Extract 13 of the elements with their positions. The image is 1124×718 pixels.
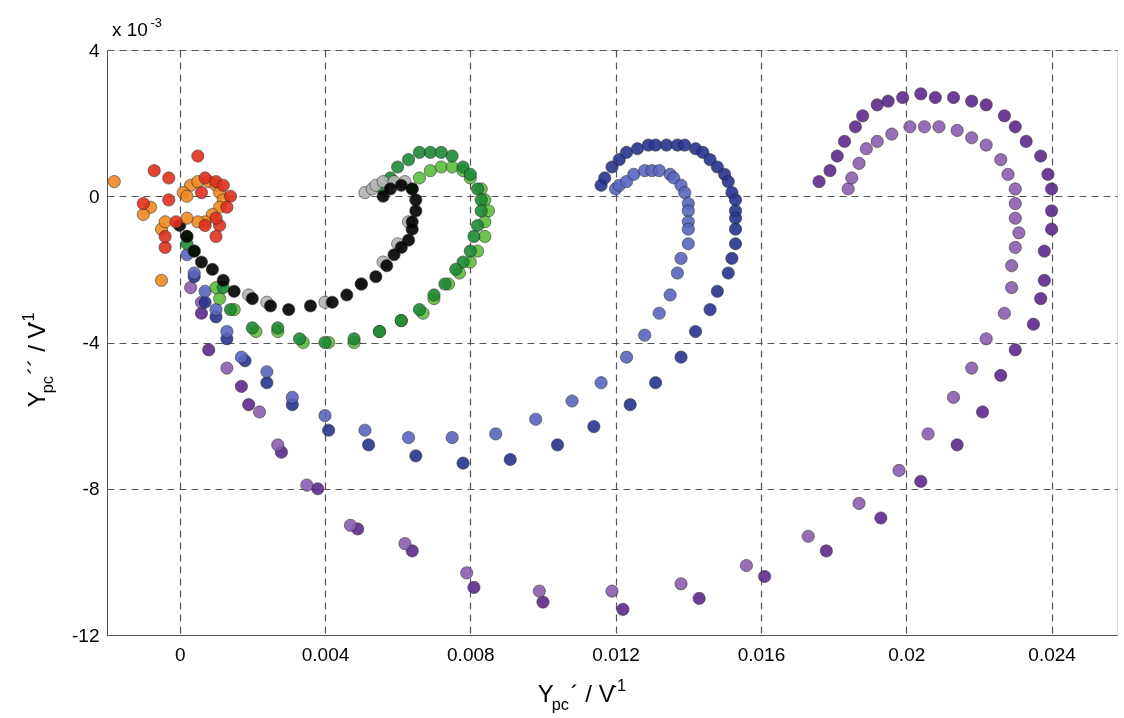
y-tick-label: -4 <box>82 332 100 353</box>
y-tick-label: 0 <box>88 185 100 207</box>
x-tick-label: 0.012 <box>592 643 640 665</box>
x-tick-label: 0.02 <box>888 643 926 665</box>
y-tick-label: -8 <box>82 478 100 500</box>
y-tick-label: -12 <box>72 624 100 646</box>
x-tick-label: 0.024 <box>1028 643 1077 665</box>
y-axis-title: Ypc´´ / V-1 <box>19 312 57 408</box>
x-tick-label: 0 <box>174 643 186 665</box>
x-tick-label: 0.004 <box>301 643 350 665</box>
x-tick-label: 0.008 <box>447 643 495 665</box>
x-tick-label: 0.016 <box>737 643 786 665</box>
y-tick-label: 4 <box>88 39 100 61</box>
